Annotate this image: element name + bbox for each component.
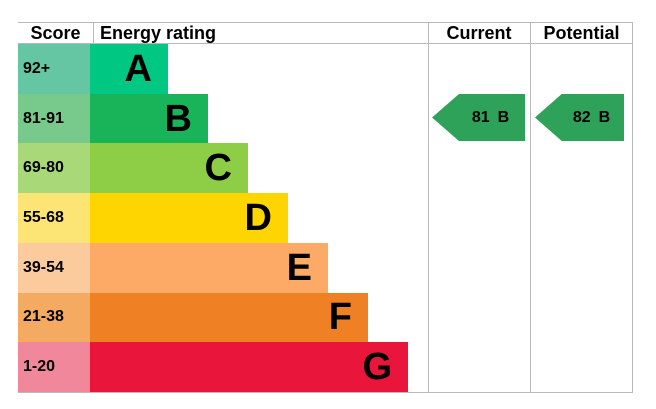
band-score-range: 21-38 [18,292,90,343]
band-bar: B [90,93,208,144]
current-band-letter: B [497,108,510,126]
band-score-range: 39-54 [18,242,90,293]
band-rows: 92+ A 81-91 B 69-80 C 55-68 D 39-54 E 21… [18,44,633,393]
band-letter: A [124,47,152,90]
potential-band-letter: B [598,108,611,126]
score-column-divider [93,22,94,43]
potential-column-divider [530,22,531,392]
band-bar: D [90,193,288,243]
band-letter: C [204,147,232,190]
band-bar: E [90,242,328,293]
band-bar: F [90,292,368,343]
band-row: 55-68 D [18,193,633,243]
energy-rating-column-header: Energy rating [100,23,217,43]
band-letter: F [328,296,352,339]
band-letter: D [244,197,272,240]
band-score-range: 55-68 [18,193,90,243]
band-row: 92+ A [18,44,633,94]
score-column-header: Score [30,23,81,43]
band-score-range: 1-20 [18,342,90,393]
potential-score: 82 [572,108,591,126]
band-letter: G [362,346,392,389]
band-row: 69-80 C [18,143,633,194]
current-column-header: Current [446,23,512,43]
band-bar: C [90,143,248,194]
band-bar: A [90,44,168,94]
band-letter: E [286,246,312,289]
band-row: 1-20 G [18,342,633,393]
band-score-range: 69-80 [18,143,90,194]
potential-column-header: Potential [543,23,620,43]
band-row: 39-54 E [18,242,633,293]
table-bottom-border [18,392,633,393]
band-bar: G [90,342,408,393]
band-row: 81-91 B [18,93,633,144]
band-row: 21-38 F [18,292,633,343]
current-column-divider [428,22,429,392]
table-top-border [18,22,633,23]
band-score-range: 81-91 [18,93,90,144]
current-score: 81 [471,108,490,126]
band-letter: B [164,97,192,140]
table-right-border [632,22,633,392]
band-score-range: 92+ [18,44,90,94]
header-bottom-border [18,43,633,44]
